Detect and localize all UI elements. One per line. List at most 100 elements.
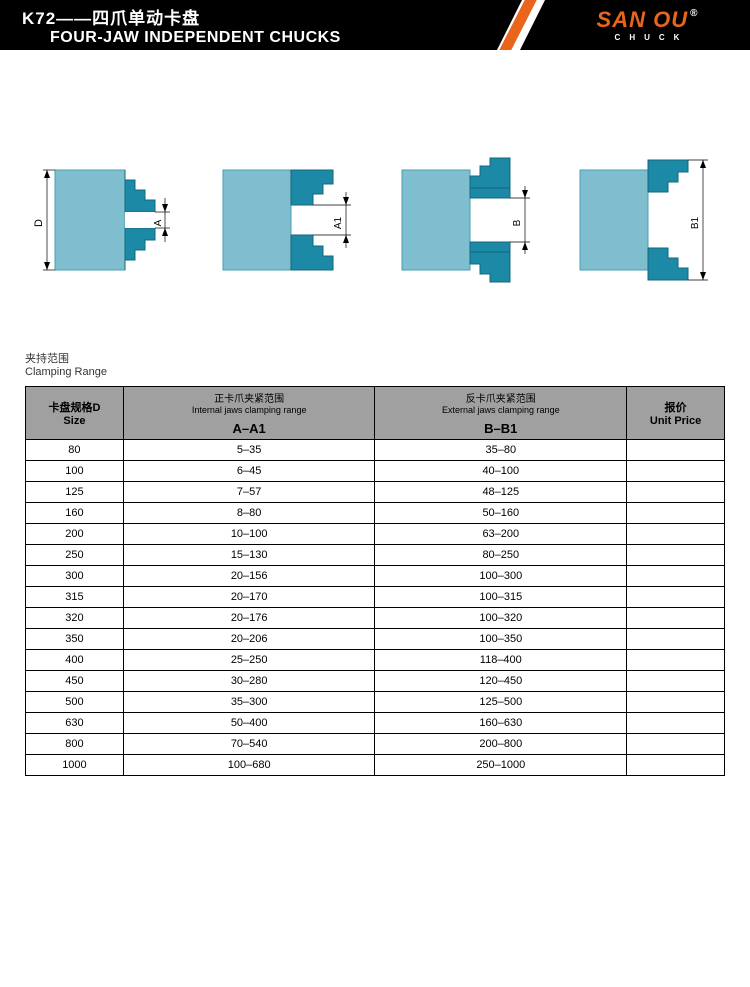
dim-label-a1: A1 xyxy=(333,216,344,229)
table-cell: 100–320 xyxy=(375,608,627,629)
table-cell xyxy=(627,608,725,629)
table-cell xyxy=(627,629,725,650)
table-cell: 40–100 xyxy=(375,461,627,482)
table-cell: 300 xyxy=(26,566,124,587)
section-title-en: Clamping Range xyxy=(25,366,725,378)
table-row: 25015–13080–250 xyxy=(26,545,725,566)
header-bar: K72——四爪单动卡盘 FOUR-JAW INDEPENDENT CHUCKS … xyxy=(0,0,750,50)
dim-label-b1: B1 xyxy=(690,216,701,229)
table-row: 31520–170100–315 xyxy=(26,587,725,608)
table-cell: 35–80 xyxy=(375,440,627,461)
header-brand: SAN OU CHUCK xyxy=(545,0,750,50)
table-cell: 50–400 xyxy=(123,713,375,734)
table-cell: 500 xyxy=(26,692,124,713)
section-title-cn: 夹持范围 xyxy=(25,350,725,366)
chuck-diagram-b1: B1 xyxy=(560,150,725,290)
table-cell xyxy=(627,692,725,713)
table-cell xyxy=(627,671,725,692)
head-price: 报价 Unit Price xyxy=(627,387,725,440)
head-external: 反卡爪夹紧范围 External jaws clamping range B–B… xyxy=(375,387,627,440)
head-internal-cn: 正卡爪夹紧范围 xyxy=(126,390,373,405)
table-row: 805–3535–80 xyxy=(26,440,725,461)
table-row: 80070–540200–800 xyxy=(26,734,725,755)
chuck-diagram-a: D A xyxy=(25,150,190,290)
table-cell xyxy=(627,503,725,524)
head-internal-en: Internal jaws clamping range xyxy=(126,405,373,415)
table-cell: 50–160 xyxy=(375,503,627,524)
table-row: 1257–5748–125 xyxy=(26,482,725,503)
head-size-cn: 卡盘规格D xyxy=(28,399,121,415)
head-size-en: Size xyxy=(28,415,121,427)
table-row: 50035–300125–500 xyxy=(26,692,725,713)
spec-table: 卡盘规格D Size 正卡爪夹紧范围 Internal jaws clampin… xyxy=(25,386,725,776)
table-cell xyxy=(627,440,725,461)
head-internal-code: A–A1 xyxy=(126,415,373,436)
dim-label-d: D xyxy=(33,219,45,227)
table-cell: 20–176 xyxy=(123,608,375,629)
table-cell: 250–1000 xyxy=(375,755,627,776)
table-cell: 48–125 xyxy=(375,482,627,503)
table-cell: 800 xyxy=(26,734,124,755)
table-cell: 450 xyxy=(26,671,124,692)
table-cell: 160–630 xyxy=(375,713,627,734)
table-cell: 118–400 xyxy=(375,650,627,671)
table-cell: 320 xyxy=(26,608,124,629)
brand-sub-text: CHUCK xyxy=(607,33,689,42)
brand-logo-text: SAN OU xyxy=(597,9,699,31)
table-row: 45030–280120–450 xyxy=(26,671,725,692)
table-cell xyxy=(627,734,725,755)
table-cell: 100–680 xyxy=(123,755,375,776)
table-cell: 6–45 xyxy=(123,461,375,482)
table-cell: 20–170 xyxy=(123,587,375,608)
chuck-diagram-a1: A1 xyxy=(203,150,368,290)
table-cell xyxy=(627,461,725,482)
table-row: 20010–10063–200 xyxy=(26,524,725,545)
header-left: K72——四爪单动卡盘 FOUR-JAW INDEPENDENT CHUCKS xyxy=(0,0,497,50)
table-row: 32020–176100–320 xyxy=(26,608,725,629)
table-cell: 125–500 xyxy=(375,692,627,713)
table-cell: 7–57 xyxy=(123,482,375,503)
table-cell: 160 xyxy=(26,503,124,524)
head-internal: 正卡爪夹紧范围 Internal jaws clamping range A–A… xyxy=(123,387,375,440)
head-external-en: External jaws clamping range xyxy=(377,405,624,415)
model-title: K72——四爪单动卡盘 xyxy=(22,4,497,29)
head-price-en: Unit Price xyxy=(629,415,722,427)
table-cell: 1000 xyxy=(26,755,124,776)
table-cell: 10–100 xyxy=(123,524,375,545)
table-cell xyxy=(627,482,725,503)
chuck-diagram-b: B xyxy=(382,150,547,290)
head-price-cn: 报价 xyxy=(629,399,722,415)
table-cell xyxy=(627,587,725,608)
table-row: 1000100–680250–1000 xyxy=(26,755,725,776)
table-row: 1608–8050–160 xyxy=(26,503,725,524)
spec-table-body: 805–3535–801006–4540–1001257–5748–125160… xyxy=(26,440,725,776)
diagram-section: D A A1 xyxy=(0,50,750,350)
head-external-cn: 反卡爪夹紧范围 xyxy=(377,390,624,405)
table-cell: 125 xyxy=(26,482,124,503)
table-cell: 120–450 xyxy=(375,671,627,692)
table-cell: 20–156 xyxy=(123,566,375,587)
section-label: 夹持范围 Clamping Range xyxy=(0,350,750,378)
table-cell: 30–280 xyxy=(123,671,375,692)
table-cell: 5–35 xyxy=(123,440,375,461)
spec-table-head: 卡盘规格D Size 正卡爪夹紧范围 Internal jaws clampin… xyxy=(26,387,725,440)
table-cell: 80 xyxy=(26,440,124,461)
table-cell xyxy=(627,713,725,734)
table-cell: 400 xyxy=(26,650,124,671)
table-cell: 8–80 xyxy=(123,503,375,524)
table-cell xyxy=(627,545,725,566)
head-size: 卡盘规格D Size xyxy=(26,387,124,440)
table-row: 35020–206100–350 xyxy=(26,629,725,650)
table-row: 40025–250118–400 xyxy=(26,650,725,671)
table-cell: 100–300 xyxy=(375,566,627,587)
table-cell: 350 xyxy=(26,629,124,650)
table-cell: 315 xyxy=(26,587,124,608)
table-cell: 70–540 xyxy=(123,734,375,755)
table-cell: 200 xyxy=(26,524,124,545)
head-external-code: B–B1 xyxy=(377,415,624,436)
table-cell: 15–130 xyxy=(123,545,375,566)
table-cell xyxy=(627,566,725,587)
dim-label-a: A xyxy=(153,219,164,226)
table-cell: 100–350 xyxy=(375,629,627,650)
model-subtitle: FOUR-JAW INDEPENDENT CHUCKS xyxy=(22,29,497,47)
